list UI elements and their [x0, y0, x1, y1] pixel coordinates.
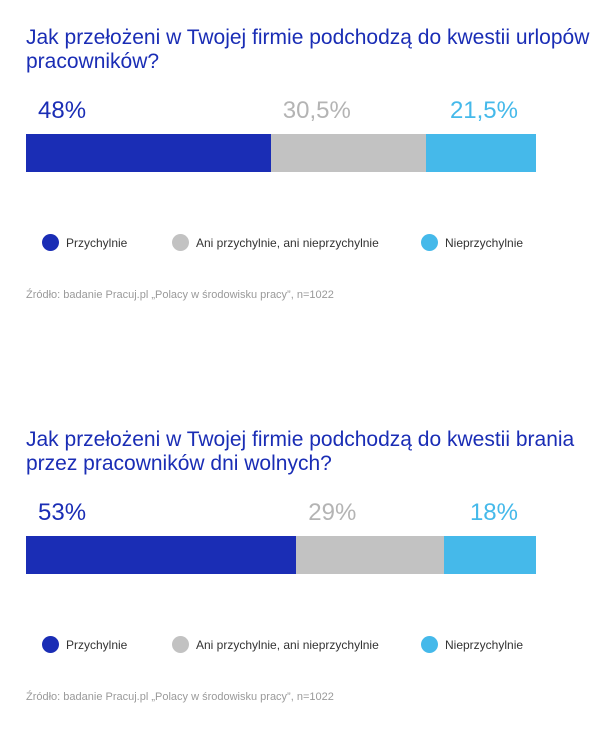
chart-title: Jak przełożeni w Twojej firmie podchodzą… — [26, 26, 590, 73]
legend-dot-icon — [172, 636, 189, 653]
chart-title: Jak przełożeni w Twojej firmie podchodzą… — [26, 428, 575, 475]
pct-label-neutralnie: 29% — [308, 499, 357, 526]
stacked-bar — [26, 134, 536, 172]
pct-label-przychylnie: 48% — [38, 97, 87, 124]
pct-label-neutralnie: 30,5% — [282, 97, 351, 124]
bar-segment-nieprzychylnie — [444, 536, 536, 574]
bar-segment-nieprzychylnie — [426, 134, 536, 172]
legend-label: Nieprzychylnie — [445, 236, 524, 250]
source-note: Źródło: badanie Pracuj.pl „Polacy w środ… — [26, 289, 334, 301]
pct-label-nieprzychylnie: 18% — [469, 499, 518, 526]
legend-label: Ani przychylnie, ani nieprzychylnie — [196, 236, 379, 250]
legend-dot-icon — [421, 234, 438, 251]
legend-dot-icon — [421, 636, 438, 653]
legend-label: Nieprzychylnie — [445, 638, 524, 652]
pct-label-nieprzychylnie: 21,5% — [449, 97, 518, 124]
legend-dot-icon — [42, 636, 59, 653]
stacked-bar — [26, 536, 536, 574]
legend: Przychylnie Ani przychylnie, ani nieprzy… — [0, 233, 608, 253]
source-note: Źródło: badanie Pracuj.pl „Polacy w środ… — [26, 691, 334, 703]
pct-label-przychylnie: 53% — [38, 499, 87, 526]
legend-label: Ani przychylnie, ani nieprzychylnie — [196, 638, 379, 652]
legend-label: Przychylnie — [66, 638, 128, 652]
legend-dot-icon — [172, 234, 189, 251]
legend: Przychylnie Ani przychylnie, ani nieprzy… — [0, 635, 608, 655]
bar-segment-przychylnie — [26, 536, 297, 574]
legend-dot-icon — [42, 234, 59, 251]
legend-label: Przychylnie — [66, 236, 128, 250]
bar-segment-neutralnie — [296, 536, 445, 574]
bar-segment-neutralnie — [270, 134, 427, 172]
bar-segment-przychylnie — [26, 134, 271, 172]
